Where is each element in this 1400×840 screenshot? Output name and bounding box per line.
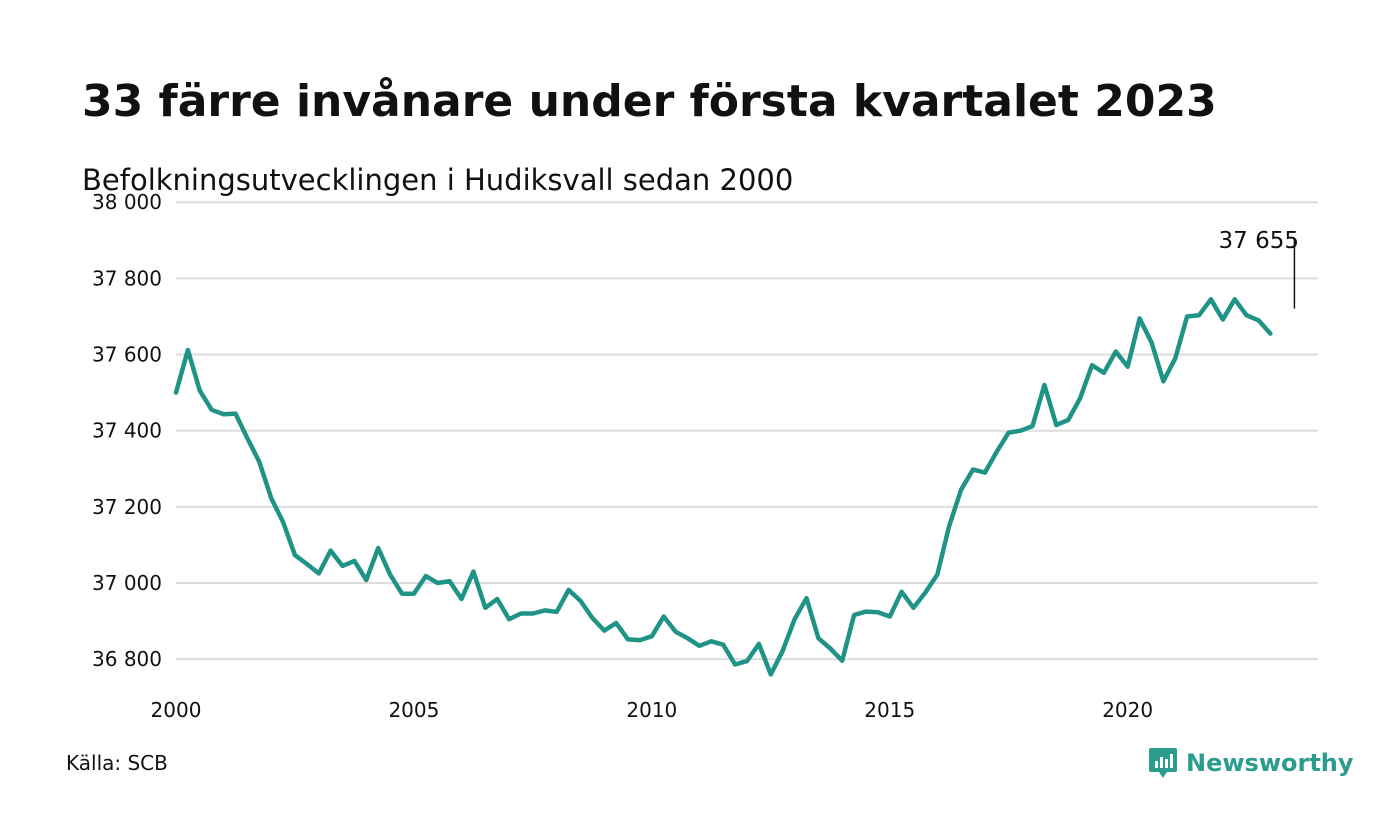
page-subtitle: Befolkningsutvecklingen i Hudiksvall sed… [82,163,794,197]
y-tick-label: 37 800 [92,266,162,290]
annotation-label: 37 655 [1219,228,1299,254]
y-tick-label: 37 600 [92,343,162,367]
brand-name: Newsworthy [1186,749,1354,777]
y-tick-label: 37 200 [92,495,162,519]
x-tick-label: 2005 [388,698,439,722]
series-layer [173,297,1273,677]
annotation: 37 655 [1219,228,1299,309]
y-tick-label: 37 400 [92,419,162,443]
y-tick-label: 36 800 [92,647,162,671]
series-line [173,297,1273,677]
source-note: Källa: SCB [66,751,168,775]
page-title: 33 färre invånare under första kvartalet… [82,76,1217,127]
x-tick-label: 2020 [1102,698,1153,722]
y-tick-label: 38 000 [92,190,162,214]
x-tick-label: 2015 [864,698,915,722]
grid-lines [176,201,1318,661]
y-tick-label: 37 000 [92,571,162,595]
x-axis-ticks: 2000 2005 2010 2015 2020 [151,698,1154,722]
brand-logo[interactable]: Newsworthy [1148,743,1354,783]
y-axis-ticks: 36 800 37 000 37 200 37 400 37 600 37 800 38 0… [92,190,162,671]
chart-bubble-icon [1149,748,1177,778]
x-tick-label: 2000 [151,698,202,722]
x-tick-label: 2010 [626,698,677,722]
